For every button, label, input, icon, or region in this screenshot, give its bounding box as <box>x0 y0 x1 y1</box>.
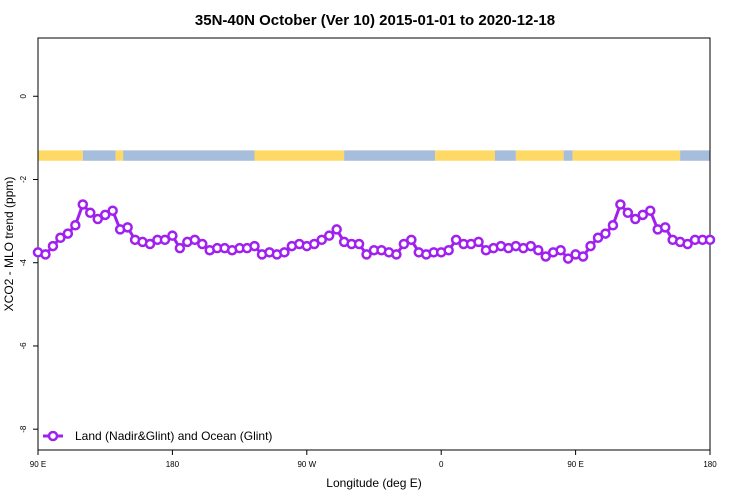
x-axis: 90 E 180 90 W 0 90 E 180 <box>30 450 717 469</box>
data-point <box>353 238 365 250</box>
data-point <box>85 207 96 219</box>
strip-segment-ocean <box>680 150 710 161</box>
legend-label: Land (Nadir&Glint) and Ocean (Glint) <box>75 429 272 443</box>
data-point <box>249 240 260 252</box>
data-point <box>615 199 626 210</box>
data-point <box>47 240 59 252</box>
data-point <box>540 251 551 262</box>
data-point <box>174 242 186 254</box>
y-axis-label: XCO2 - MLO trend (ppm) <box>2 177 16 312</box>
data-point <box>316 234 327 246</box>
x-tick-label: 90 E <box>567 460 583 469</box>
data-point <box>659 222 671 233</box>
data-point <box>682 238 693 250</box>
data-point <box>40 249 51 260</box>
strip-segment-land <box>254 150 345 161</box>
data-point <box>323 230 335 241</box>
data-point <box>704 234 716 246</box>
data-point <box>197 238 208 250</box>
data-point <box>555 244 566 256</box>
strip-segment-ocean <box>82 150 116 161</box>
data-point <box>92 213 103 225</box>
data-point <box>331 224 342 235</box>
y-axis: 0 -2 -4 -6 -8 <box>19 93 38 433</box>
strip-segment-land <box>572 150 681 161</box>
data-point <box>645 205 656 216</box>
data-point <box>406 234 417 246</box>
x-tick-label: 90 E <box>30 460 46 469</box>
strip-segment-land <box>115 150 124 161</box>
data-point <box>592 232 604 244</box>
data-point <box>562 253 574 264</box>
surface-type-strip <box>38 150 710 161</box>
strip-segment-ocean <box>123 150 255 161</box>
data-point <box>630 213 641 225</box>
data-point <box>533 244 544 256</box>
strip-segment-ocean <box>494 150 516 161</box>
data-point <box>159 234 171 246</box>
y-tick-label: -2 <box>19 175 28 183</box>
data-point <box>361 249 372 260</box>
strip-segment-land <box>435 150 495 161</box>
data-point <box>107 205 118 216</box>
strip-segment-land <box>38 150 83 161</box>
data-point <box>55 232 66 244</box>
data-point <box>62 228 74 239</box>
data-point <box>398 238 410 250</box>
strip-segment-land <box>515 150 564 161</box>
data-point <box>600 228 611 239</box>
strip-segment-ocean <box>344 150 436 161</box>
data-point <box>391 249 402 260</box>
data-point <box>443 244 454 256</box>
legend-marker-swatch <box>47 430 59 442</box>
data-point <box>77 199 89 210</box>
y-tick-label: -8 <box>19 425 28 433</box>
data-point <box>189 234 201 246</box>
data-point <box>622 207 634 219</box>
data-point <box>122 222 133 233</box>
data-point <box>309 238 320 250</box>
legend: Land (Nadir&Glint) and Ocean (Glint) <box>43 429 272 443</box>
data-point <box>607 220 619 231</box>
series-land-ocean <box>32 199 716 264</box>
data-point <box>473 236 484 248</box>
data-point <box>637 209 649 221</box>
y-tick-label: -4 <box>19 259 28 267</box>
x-axis-label: Longitude (deg E) <box>326 476 421 490</box>
x-tick-label: 90 W <box>297 460 316 469</box>
x-tick-label: 180 <box>166 460 180 469</box>
chart-title: 35N-40N October (Ver 10) 2015-01-01 to 2… <box>195 12 555 29</box>
data-point <box>450 234 462 246</box>
y-tick-label: 0 <box>19 93 28 98</box>
data-point <box>279 247 290 258</box>
y-tick-label: -6 <box>19 342 28 350</box>
data-point <box>577 251 589 262</box>
data-point <box>99 209 111 221</box>
data-point <box>144 238 156 250</box>
strip-segment-ocean <box>563 150 573 161</box>
data-point <box>525 240 537 252</box>
x-tick-label: 0 <box>439 460 444 469</box>
data-point <box>70 220 81 231</box>
x-tick-label: 180 <box>703 460 717 469</box>
data-point <box>167 230 178 241</box>
data-point <box>585 240 596 252</box>
